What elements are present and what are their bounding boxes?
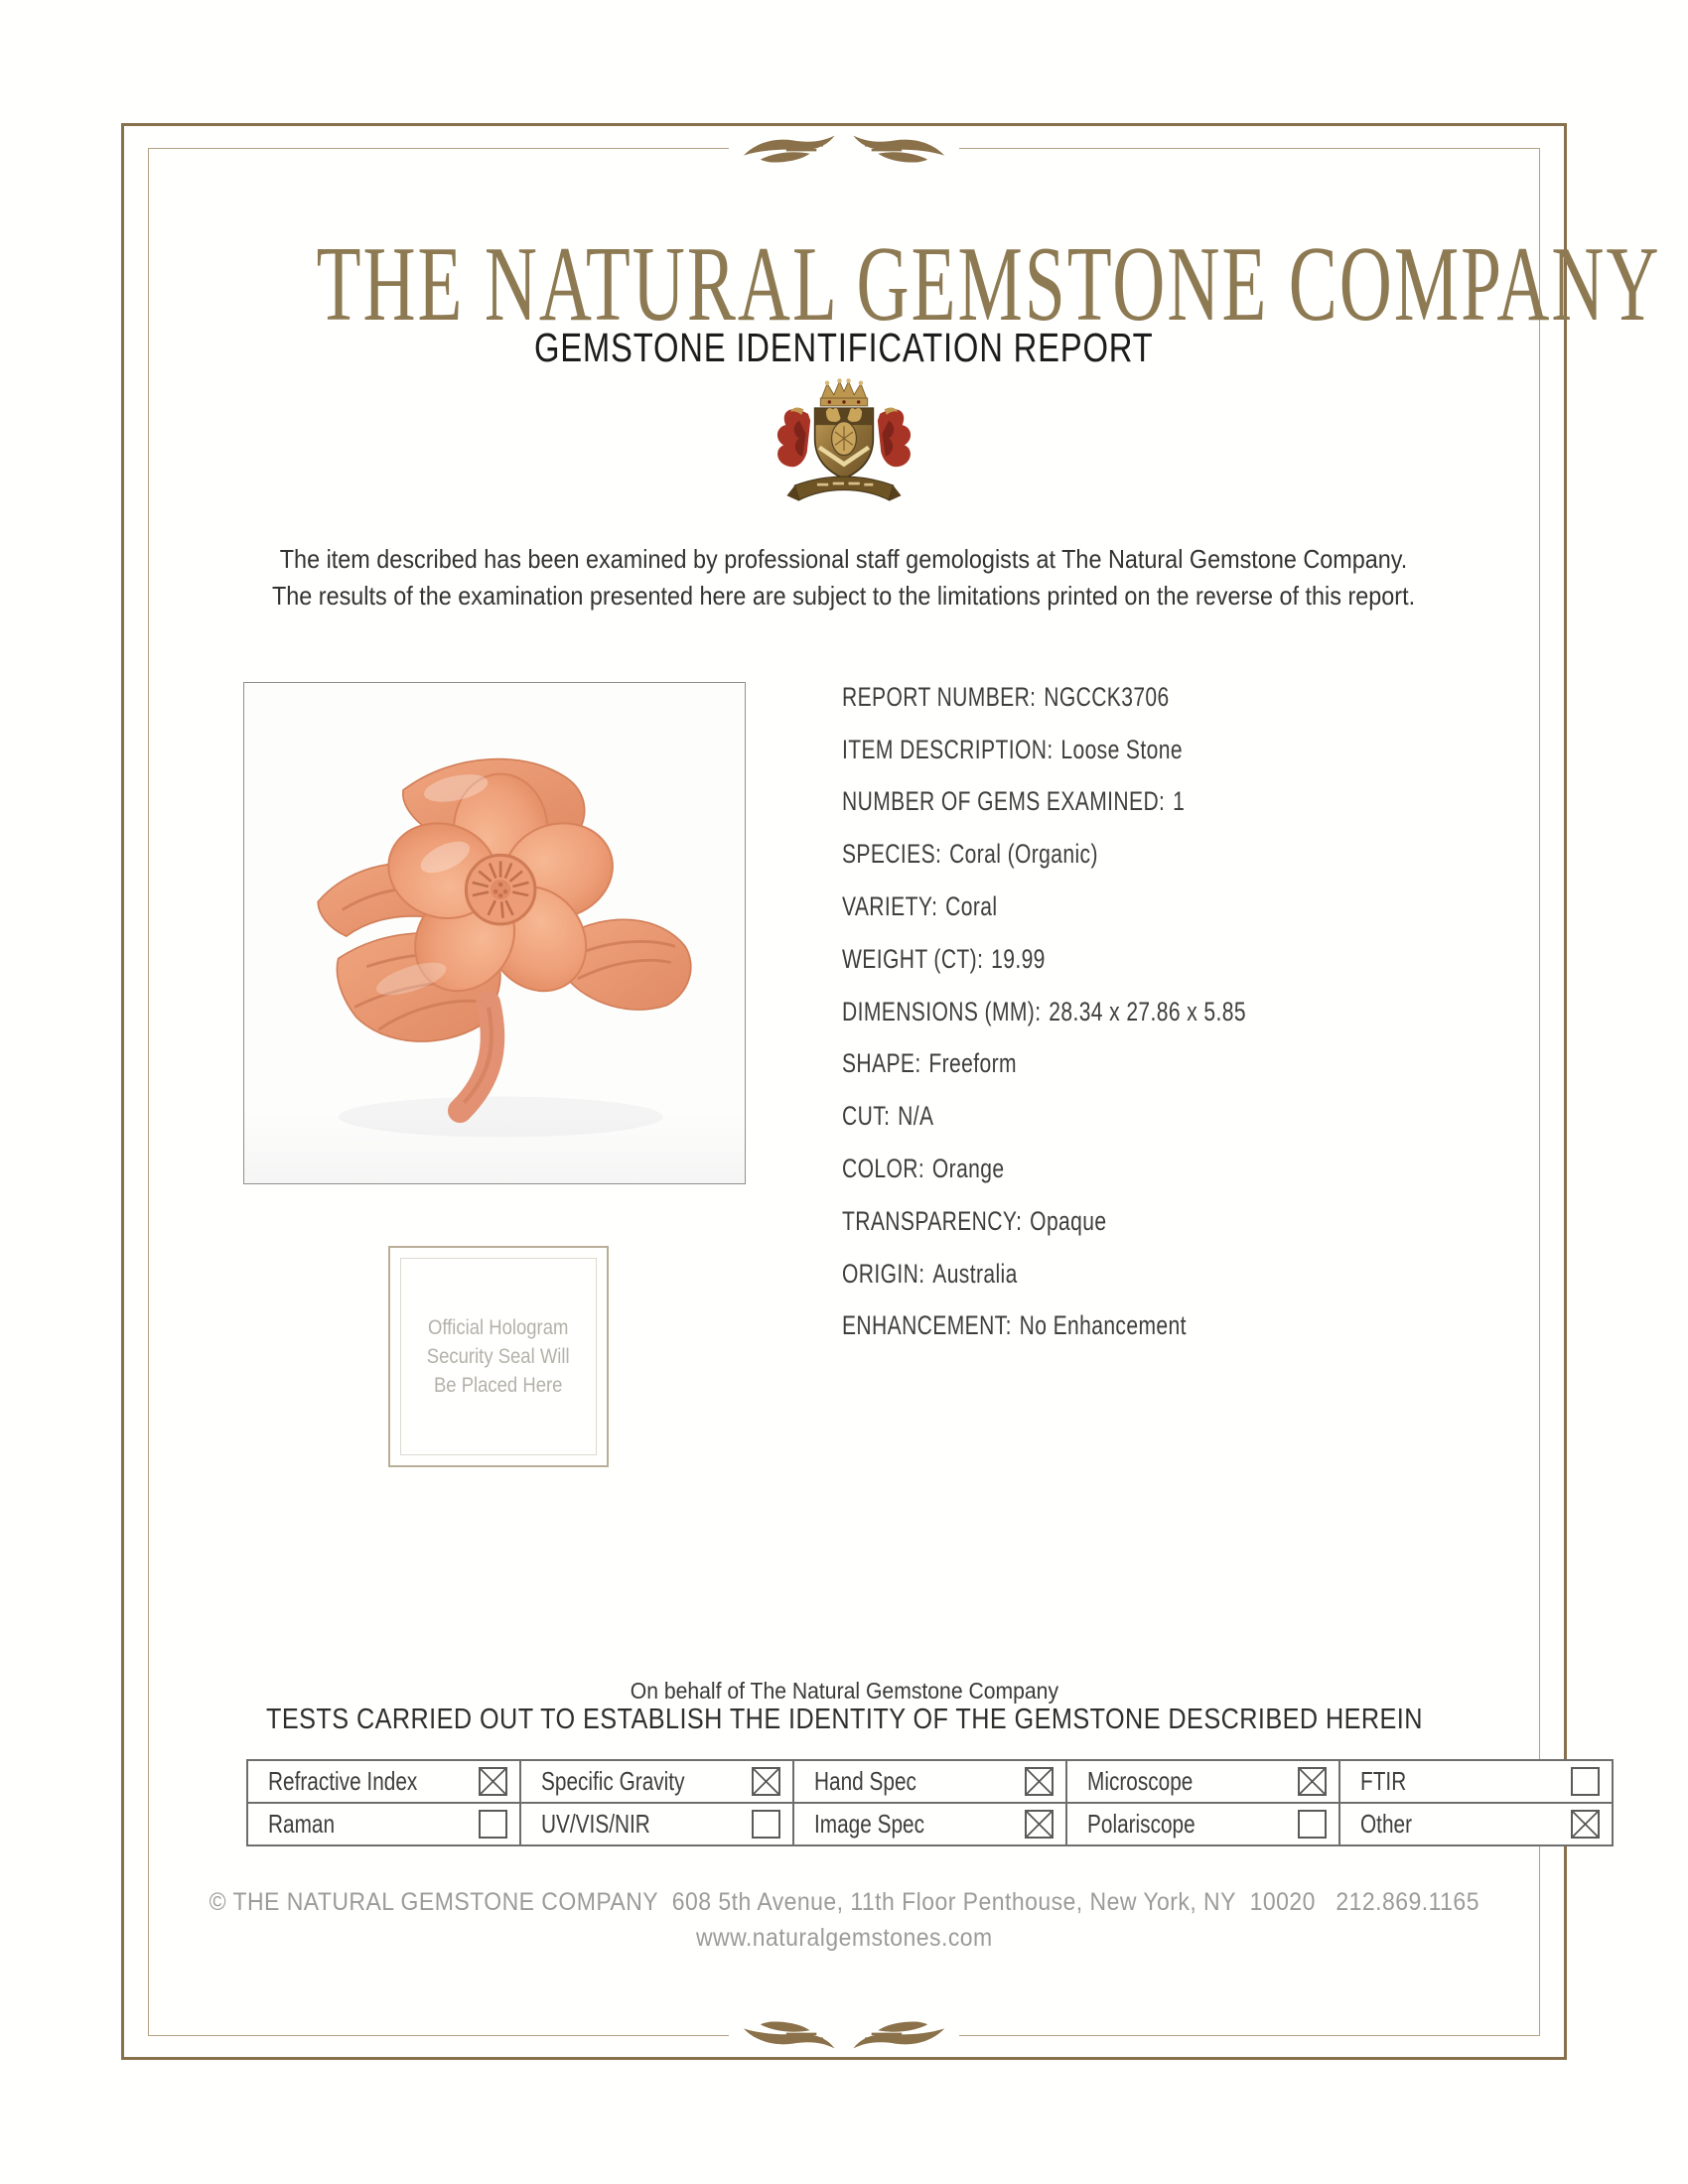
report-field-label: WEIGHT (CT): (842, 943, 984, 974)
report-field-label: CUT: (842, 1101, 891, 1132)
report-field-label: SPECIES: (842, 839, 942, 870)
checkbox-unchecked-icon (1571, 1767, 1600, 1796)
report-field: ITEM DESCRIPTION: Loose Stone (842, 724, 1246, 776)
checkbox-checked-icon (752, 1767, 780, 1796)
test-cell: UV/VIS/NIR (519, 1802, 794, 1846)
checkbox-checked-icon (1025, 1810, 1054, 1839)
report-field: ORIGIN: Australia (842, 1248, 1246, 1300)
report-field-value: Freeform (928, 1048, 1017, 1079)
report-field-value: Coral (Organic) (949, 839, 1098, 870)
test-cell: Raman (246, 1802, 521, 1846)
coral-flower-carving-icon (317, 757, 692, 1138)
report-field-label: ENHANCEMENT: (842, 1310, 1012, 1341)
flourish-ornament-top (729, 129, 959, 169)
report-field-label: TRANSPARENCY: (842, 1205, 1023, 1236)
report-field-value: NGCCK3706 (1044, 681, 1170, 712)
report-field-label: REPORT NUMBER: (842, 681, 1037, 712)
flourish-icon (743, 2021, 945, 2049)
footer-address-line: © THE NATURAL GEMSTONE COMPANY 608 5th A… (209, 1888, 1479, 1916)
tests-table: Refractive Index Specific Gravity Hand Spe… (246, 1759, 1614, 1846)
report-fields: REPORT NUMBER: NGCCK3706 ITEM DESCRIPTION:… (842, 671, 1246, 1352)
checkbox-checked-icon (1298, 1767, 1327, 1796)
gem-photo (243, 682, 746, 1184)
test-cell: Image Spec (792, 1802, 1067, 1846)
test-label: Raman (268, 1809, 336, 1839)
tests-row: Raman UV/VIS/NIR Image Spec Polariscope Othe… (246, 1802, 1614, 1846)
hologram-seal-box: Official Hologram Security Seal Will Be … (388, 1246, 609, 1467)
report-field: SHAPE: Freeform (842, 1038, 1246, 1091)
test-cell: Microscope (1065, 1759, 1340, 1804)
on-behalf-line: On behalf of The Natural Gemstone Compan… (630, 1678, 1058, 1704)
test-cell: Refractive Index (246, 1759, 521, 1804)
report-field-value: Loose Stone (1060, 734, 1183, 764)
report-field-value: 28.34 x 27.86 x 5.85 (1049, 996, 1246, 1026)
report-field-label: SHAPE: (842, 1048, 921, 1079)
report-field-value: N/A (898, 1101, 934, 1132)
checkbox-checked-icon (1571, 1810, 1600, 1839)
checkbox-checked-icon (479, 1767, 507, 1796)
report-field: VARIETY: Coral (842, 881, 1246, 933)
test-cell: FTIR (1338, 1759, 1614, 1804)
report-field-label: NUMBER OF GEMS EXAMINED: (842, 786, 1166, 817)
checkbox-unchecked-icon (1298, 1810, 1327, 1839)
report-field-value: Opaque (1030, 1205, 1107, 1236)
tests-row: Refractive Index Specific Gravity Hand Spe… (246, 1759, 1614, 1804)
test-cell: Hand Spec (792, 1759, 1067, 1804)
test-label: Refractive Index (268, 1766, 418, 1796)
test-label: FTIR (1360, 1766, 1407, 1796)
report-field-value: No Enhancement (1019, 1310, 1187, 1341)
checkbox-checked-icon (1025, 1767, 1054, 1796)
test-label: Hand Spec (814, 1766, 916, 1796)
flourish-ornament-bottom (729, 2015, 959, 2055)
report-field-label: DIMENSIONS (MM): (842, 996, 1042, 1026)
outer-border-frame (121, 123, 1567, 2060)
report-field-value: Coral (945, 891, 998, 922)
company-crest-icon (766, 375, 922, 516)
report-field: NUMBER OF GEMS EXAMINED: 1 (842, 776, 1246, 829)
report-field-label: COLOR: (842, 1154, 925, 1184)
checkbox-unchecked-icon (752, 1810, 780, 1839)
flourish-icon (743, 135, 945, 163)
report-field: TRANSPARENCY: Opaque (842, 1195, 1246, 1248)
report-field-value: Australia (932, 1258, 1018, 1289)
report-field: SPECIES: Coral (Organic) (842, 828, 1246, 881)
report-field: ENHANCEMENT: No Enhancement (842, 1300, 1246, 1353)
report-field-value: Orange (931, 1154, 1005, 1184)
test-label: Microscope (1087, 1766, 1194, 1796)
report-field-label: ORIGIN: (842, 1258, 925, 1289)
checkbox-unchecked-icon (479, 1810, 507, 1839)
report-type-title: GEMSTONE IDENTIFICATION REPORT (534, 325, 1154, 370)
report-field: COLOR: Orange (842, 1143, 1246, 1195)
intro-line-1: The item described has been examined by … (280, 544, 1408, 574)
report-field: CUT: N/A (842, 1090, 1246, 1143)
test-cell: Polariscope (1065, 1802, 1340, 1846)
report-field-label: ITEM DESCRIPTION: (842, 734, 1054, 764)
footer-website-link: www.naturalgemstones.com (695, 1924, 993, 1952)
test-label: Polariscope (1087, 1809, 1196, 1839)
test-cell: Specific Gravity (519, 1759, 794, 1804)
test-label: Image Spec (814, 1809, 924, 1839)
hologram-placeholder-text: Official Hologram Security Seal Will Be … (427, 1316, 570, 1397)
photo-floor-shadow (244, 1114, 745, 1183)
report-field-value: 19.99 (991, 943, 1046, 974)
test-cell: Other (1338, 1802, 1614, 1846)
intro-paragraph: The item described has been examined by … (0, 541, 1688, 614)
report-field-value: 1 (1173, 786, 1186, 817)
report-field-label: VARIETY: (842, 891, 938, 922)
test-label: UV/VIS/NIR (541, 1809, 650, 1839)
hologram-seal-inner-box: Official Hologram Security Seal Will Be … (400, 1258, 597, 1455)
test-label: Other (1360, 1809, 1413, 1839)
report-field: WEIGHT (CT): 19.99 (842, 933, 1246, 986)
test-label: Specific Gravity (541, 1766, 685, 1796)
report-field: REPORT NUMBER: NGCCK3706 (842, 671, 1246, 724)
tests-heading: TESTS CARRIED OUT TO ESTABLISH THE IDENT… (265, 1704, 1423, 1735)
report-field: DIMENSIONS (MM): 28.34 x 27.86 x 5.85 (842, 986, 1246, 1038)
page-title: THE NATURAL GEMSTONE COMPANY (316, 225, 1661, 343)
intro-line-2: The results of the examination presented… (272, 581, 1416, 611)
